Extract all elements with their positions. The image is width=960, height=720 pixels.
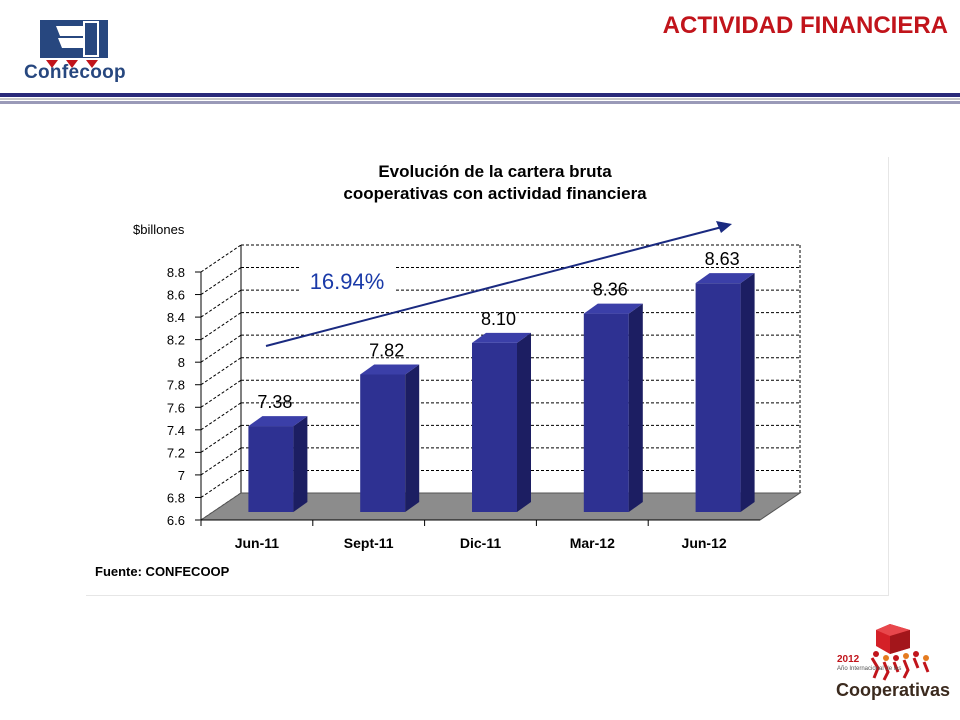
bar-top-4 (695, 273, 755, 284)
y-tick-label-4: 7.4 (167, 423, 185, 438)
header-divider (0, 93, 960, 104)
side-gridline-2 (200, 447, 242, 476)
bar-top-1 (360, 364, 420, 375)
trend-arrowhead (716, 221, 732, 233)
bar-side-3 (628, 303, 643, 512)
side-gridline-8 (200, 312, 242, 341)
x-tick-label-1: Sept-11 (344, 535, 394, 551)
y-axis-label: $billones (133, 222, 185, 237)
chart-title-line1: Evolución de la cartera bruta (378, 162, 612, 181)
x-tick-label-4: Jun-12 (682, 535, 727, 551)
footer-year: 2012 (837, 654, 860, 665)
y-tick-label-6: 7.8 (167, 378, 185, 393)
data-label-2: 8.10 (481, 309, 516, 329)
footer-main-text: Cooperativas (836, 680, 951, 700)
bar-0 (248, 426, 294, 512)
cooperativas-2012-logo (870, 624, 930, 681)
bar-3 (583, 313, 629, 512)
logo-wordmark: Confecoop (24, 62, 126, 83)
trend-arrow-line (265, 226, 723, 347)
chart-frame: Evolución de la cartera bruta cooperativ… (86, 157, 889, 596)
side-gridline-5 (200, 379, 242, 408)
y-tick-label-11: 8.8 (167, 265, 185, 280)
bar-side-1 (405, 364, 420, 512)
data-label-3: 8.36 (593, 280, 628, 300)
side-gridline-4 (200, 402, 242, 431)
bar-2 (472, 342, 517, 512)
side-gridline-7 (200, 334, 242, 363)
y-tick-label-2: 7 (178, 468, 185, 483)
growth-annotation: 16.94% (310, 269, 385, 294)
bar-top-3 (583, 303, 643, 314)
side-gridline-1 (200, 470, 242, 498)
bar-top-0 (248, 416, 308, 427)
y-tick-label-10: 8.6 (167, 288, 185, 303)
side-gridline-11 (200, 244, 242, 273)
y-tick-label-9: 8.4 (167, 310, 185, 325)
y-tick-label-7: 8 (178, 355, 185, 370)
growth-label-bg (300, 266, 394, 296)
bar-top-2 (472, 332, 531, 343)
bar-4 (695, 283, 741, 512)
data-label-0: 7.38 (257, 392, 292, 412)
x-tick-label-2: Dic-11 (460, 535, 501, 551)
chart-title-line2: cooperativas con actividad financiera (343, 184, 647, 203)
cartera-chart: Evolución de la cartera bruta cooperativ… (95, 162, 802, 579)
data-label-1: 7.82 (369, 340, 404, 360)
data-label-4: 8.63 (705, 249, 740, 269)
bar-side-0 (293, 416, 308, 512)
y-tick-label-5: 7.6 (167, 400, 185, 415)
x-tick-label-0: Jun-11 (235, 535, 280, 551)
confecoop-logo (40, 20, 108, 68)
bar-1 (360, 374, 406, 512)
page-title: ACTIVIDAD FINANCIERA (662, 12, 948, 39)
y-tick-label-1: 6.8 (167, 490, 185, 505)
side-gridline-3 (200, 424, 242, 453)
side-gridline-6 (200, 357, 242, 386)
y-tick-label-8: 8.2 (167, 333, 185, 348)
bar-side-4 (740, 273, 755, 512)
chart-source: Fuente: CONFECOOP (95, 564, 230, 579)
side-gridline-10 (200, 267, 242, 295)
y-tick-label-3: 7.2 (167, 445, 185, 460)
x-tick-label-3: Mar-12 (570, 535, 615, 551)
bar-side-2 (517, 332, 531, 512)
footer-subtitle: Año Internacional de las (837, 666, 902, 672)
y-tick-label-0: 6.6 (167, 513, 185, 528)
side-gridline-9 (200, 289, 242, 318)
